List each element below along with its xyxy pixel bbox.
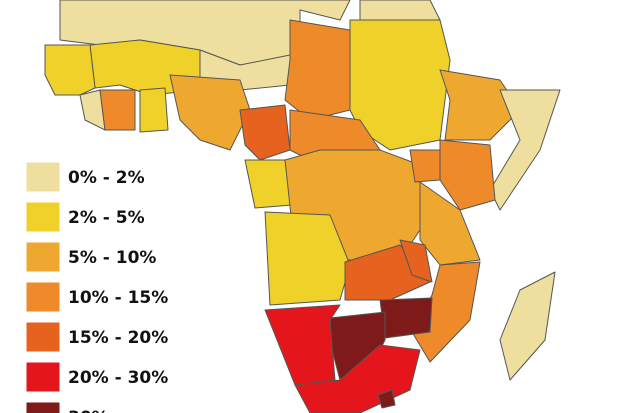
region [379, 297, 433, 339]
legend-swatch [25, 361, 61, 393]
region [399, 239, 433, 283]
legend-label: 15% - 20% [68, 328, 168, 348]
legend-label: 20% - 30% [68, 368, 168, 388]
legend-swatch [25, 241, 61, 273]
region [439, 69, 521, 141]
legend-swatch [25, 161, 61, 193]
region [439, 139, 496, 211]
region [239, 104, 291, 161]
regions [44, 0, 561, 413]
legend-swatch [25, 201, 61, 233]
legend-label: 2% - 5% [68, 208, 145, 228]
region [244, 159, 293, 209]
legend-swatch [25, 401, 61, 413]
region [139, 87, 169, 133]
region [264, 304, 341, 386]
region [411, 261, 481, 363]
legend-swatch [25, 281, 61, 313]
region [499, 271, 556, 381]
region [169, 74, 251, 151]
region [284, 19, 351, 121]
region [359, 0, 441, 21]
legend-label: 30% [68, 408, 109, 413]
legend-label: 5% - 10% [68, 248, 156, 268]
region [99, 89, 136, 131]
legend-label: 0% - 2% [68, 168, 145, 188]
region [377, 389, 396, 409]
legend: 0% - 2% 2% - 5% 5% - 10% 10% - 15% 15% - 20%… [25, 161, 168, 413]
region [409, 149, 441, 183]
region [349, 19, 451, 151]
region [419, 181, 481, 266]
legend-label: 10% - 15% [68, 288, 168, 308]
region [44, 44, 96, 96]
legend-swatch [25, 321, 61, 353]
region [489, 89, 561, 211]
